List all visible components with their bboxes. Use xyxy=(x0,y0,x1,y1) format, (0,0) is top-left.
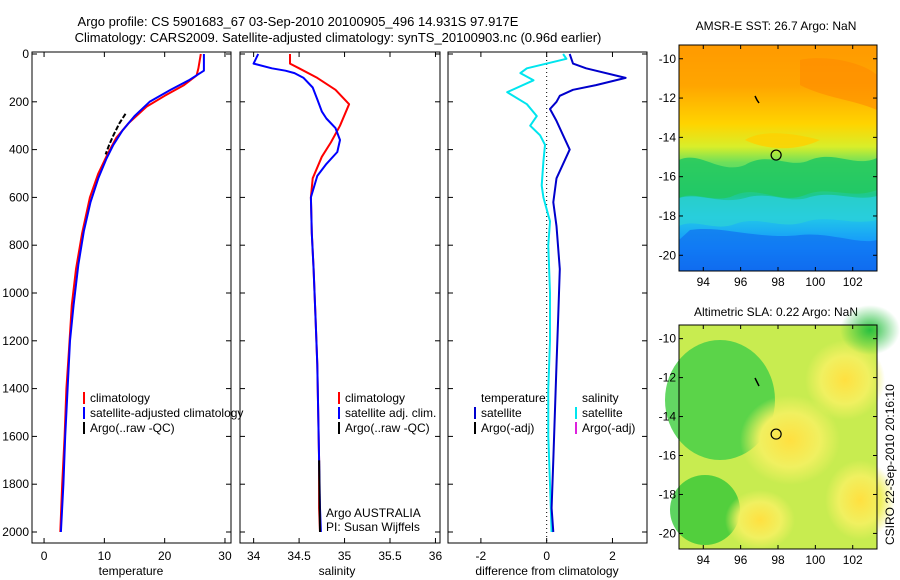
salinity-xtick-label: 34.5 xyxy=(287,549,311,563)
salinity-legend: climatology satellite adj. clim. Argo(..… xyxy=(338,391,436,435)
temperature-ytick-label: 1000 xyxy=(2,286,29,300)
g-sst-ticks-ytick-label: -12 xyxy=(659,91,677,105)
difference-legend-salinity-title: salinity xyxy=(582,391,619,405)
temperature-xtick-label: 30 xyxy=(218,549,232,563)
temperature-xlabel: temperature xyxy=(99,564,164,578)
difference-xtick-label: 2 xyxy=(609,549,616,563)
difference-legend-temperature-title: temperature xyxy=(481,391,546,405)
g-sst-ticks-xtick-label: 100 xyxy=(805,275,825,289)
salinity-series-argo-raw-qc- xyxy=(318,460,321,533)
g-sst-ticks-ytick-label: -16 xyxy=(659,170,677,184)
salinity-annotation-argo: Argo AUSTRALIA xyxy=(326,506,421,520)
temperature-series-satellite-adjusted-climatology xyxy=(59,54,205,533)
sst-map-title: AMSR-E SST: 26.7 Argo: NaN xyxy=(696,19,857,33)
g-sla-ticks-ytick-label: -12 xyxy=(659,371,677,385)
sla-map-title: Altimetric SLA: 0.22 Argo: NaN xyxy=(694,305,858,319)
sla-float-track xyxy=(754,377,760,387)
g-sla-ticks-xtick-label: 96 xyxy=(734,553,748,567)
g-sst-ticks-ytick-label: -10 xyxy=(659,52,677,66)
salinity-xtick-label: 35.5 xyxy=(378,549,402,563)
g-sla-ticks-ytick-label: -20 xyxy=(659,526,677,540)
salinity-series-satellite-adj-clim- xyxy=(252,53,341,533)
sst-float-track xyxy=(754,95,760,104)
salinity-xtick-label: 34 xyxy=(247,549,261,563)
temperature-legend-satellite: satellite-adjusted climatology xyxy=(90,406,243,420)
difference-legend-sal-argo: Argo(-adj) xyxy=(582,421,635,435)
difference-axes xyxy=(447,51,648,544)
figure-title-line2: Climatology: CARS2009. Satellite-adjuste… xyxy=(75,30,602,45)
sst-map-image xyxy=(679,45,877,271)
g-sla-ticks-ytick-label: -10 xyxy=(659,332,677,346)
g-sst-ticks-float-position-marker xyxy=(770,149,782,161)
difference-series-salinity-satellite xyxy=(549,53,627,533)
temperature-xtick-label: 0 xyxy=(41,549,48,563)
difference-xtick-label: -2 xyxy=(476,549,487,563)
temperature-axes xyxy=(31,51,232,544)
g-sla-ticks-ytick-label: -18 xyxy=(659,487,677,501)
temperature-ytick-label: 0 xyxy=(22,47,29,61)
difference-legend: temperature satellite Argo(-adj) salinit… xyxy=(474,391,635,435)
difference-legend-sal-satellite: satellite xyxy=(582,406,623,420)
g-sla-ticks-xtick-label: 94 xyxy=(697,553,711,567)
salinity-xlabel: salinity xyxy=(319,564,356,578)
temperature-legend: climatology satellite-adjusted climatolo… xyxy=(83,391,243,435)
salinity-xtick-label: 36 xyxy=(429,549,443,563)
temperature-ytick-label: 200 xyxy=(9,95,29,109)
g-sla-ticks-xtick-label: 98 xyxy=(771,553,785,567)
temperature-ytick-label: 1400 xyxy=(2,382,29,396)
g-sla-ticks-ytick-label: -16 xyxy=(659,449,677,463)
g-sst-ticks-ytick-label: -14 xyxy=(659,130,677,144)
salinity-xtick-label: 35 xyxy=(338,549,352,563)
temperature-ytick-label: 400 xyxy=(9,143,29,157)
g-sla-ticks-xtick-label: 102 xyxy=(843,553,863,567)
temperature-xtick-label: 20 xyxy=(158,549,172,563)
g-sla-ticks-ytick-label: -14 xyxy=(659,410,677,424)
temperature-ytick-label: 600 xyxy=(9,190,29,204)
temperature-ytick-label: 1200 xyxy=(2,334,29,348)
g-sst-ticks-xtick-label: 98 xyxy=(771,275,785,289)
temperature-legend-argo: Argo(..raw -QC) xyxy=(90,421,175,435)
temperature-xtick-label: 10 xyxy=(98,549,112,563)
salinity-legend-argo: Argo(..raw -QC) xyxy=(345,421,430,435)
difference-legend-temp-argo: Argo(-adj) xyxy=(481,421,534,435)
temperature-ytick-label: 1800 xyxy=(2,477,29,491)
figure-title-line1: Argo profile: CS 5901683_67 03-Sep-2010 … xyxy=(78,14,519,29)
difference-series-temperature-satellite xyxy=(506,53,568,533)
temperature-legend-climatology: climatology xyxy=(90,391,150,405)
g-sla-ticks-xtick-label: 100 xyxy=(805,553,825,567)
g-sst-ticks-ytick-label: -18 xyxy=(659,209,677,223)
g-sst-ticks-xtick-label: 96 xyxy=(734,275,748,289)
difference-xtick-label: 0 xyxy=(543,549,550,563)
temperature-series-climatology xyxy=(59,53,202,533)
g-sst-ticks-xtick-label: 94 xyxy=(697,275,711,289)
footer-credit: CSIRO 22-Sep-2010 20:16:10 xyxy=(883,384,897,545)
temperature-ytick-label: 1600 xyxy=(2,429,29,443)
g-sst-ticks-ytick-label: -20 xyxy=(659,248,677,262)
temperature-ytick-label: 2000 xyxy=(2,525,29,539)
salinity-legend-satellite: satellite adj. clim. xyxy=(345,406,436,420)
difference-xlabel: difference from climatology xyxy=(475,564,618,578)
g-sst-ticks-xtick-label: 102 xyxy=(843,275,863,289)
temperature-series-argo-raw-qc- xyxy=(104,113,127,155)
temperature-ytick-label: 800 xyxy=(9,238,29,252)
sla-map-image xyxy=(665,305,900,550)
g-sla-ticks-float-position-marker xyxy=(770,428,782,440)
difference-legend-temp-satellite: satellite xyxy=(481,406,522,420)
salinity-axes xyxy=(239,51,441,544)
salinity-legend-climatology: climatology xyxy=(345,391,405,405)
salinity-annotation-pi: PI: Susan Wijffels xyxy=(326,520,420,534)
